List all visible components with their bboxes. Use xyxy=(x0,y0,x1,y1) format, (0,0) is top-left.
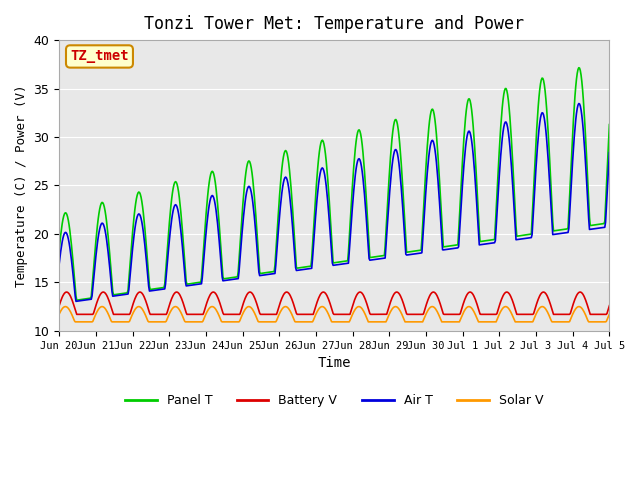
Air T xyxy=(65,240,73,246)
Panel T xyxy=(179,227,186,233)
Air T xyxy=(605,150,613,156)
Air T xyxy=(207,193,215,199)
Panel T xyxy=(73,297,81,303)
Solar V xyxy=(65,307,73,312)
Battery V xyxy=(65,291,73,297)
Air T xyxy=(179,243,186,249)
Y-axis label: Temperature (C) / Power (V): Temperature (C) / Power (V) xyxy=(15,84,28,287)
Panel T xyxy=(65,222,73,228)
Battery V xyxy=(55,303,63,309)
Panel T xyxy=(123,290,131,296)
Title: Tonzi Tower Met: Temperature and Power: Tonzi Tower Met: Temperature and Power xyxy=(144,15,524,33)
Air T xyxy=(575,101,582,107)
Legend: Panel T, Battery V, Air T, Solar V: Panel T, Battery V, Air T, Solar V xyxy=(120,389,548,412)
Air T xyxy=(72,299,80,304)
Solar V xyxy=(172,304,179,310)
Panel T xyxy=(207,169,215,175)
Panel T xyxy=(575,65,582,71)
Battery V xyxy=(179,298,186,303)
Panel T xyxy=(402,238,410,243)
Air T xyxy=(402,251,410,257)
Solar V xyxy=(209,304,216,310)
X-axis label: Time: Time xyxy=(317,356,351,370)
Solar V xyxy=(403,319,410,325)
Solar V xyxy=(55,312,63,317)
Air T xyxy=(55,261,63,267)
Solar V xyxy=(123,319,131,325)
Solar V xyxy=(179,314,187,320)
Battery V xyxy=(207,290,215,296)
Line: Solar V: Solar V xyxy=(59,307,609,322)
Solar V xyxy=(605,312,613,317)
Solar V xyxy=(72,319,79,325)
Line: Panel T: Panel T xyxy=(59,68,609,300)
Battery V xyxy=(73,312,81,317)
Air T xyxy=(418,250,426,255)
Battery V xyxy=(429,289,437,295)
Solar V xyxy=(419,319,426,325)
Line: Air T: Air T xyxy=(59,104,609,301)
Panel T xyxy=(55,247,63,253)
Air T xyxy=(123,291,131,297)
Battery V xyxy=(605,303,613,309)
Battery V xyxy=(418,312,426,317)
Text: TZ_tmet: TZ_tmet xyxy=(70,49,129,63)
Panel T xyxy=(418,236,426,242)
Panel T xyxy=(605,122,613,128)
Battery V xyxy=(402,308,410,314)
Battery V xyxy=(123,312,131,317)
Line: Battery V: Battery V xyxy=(59,292,609,314)
